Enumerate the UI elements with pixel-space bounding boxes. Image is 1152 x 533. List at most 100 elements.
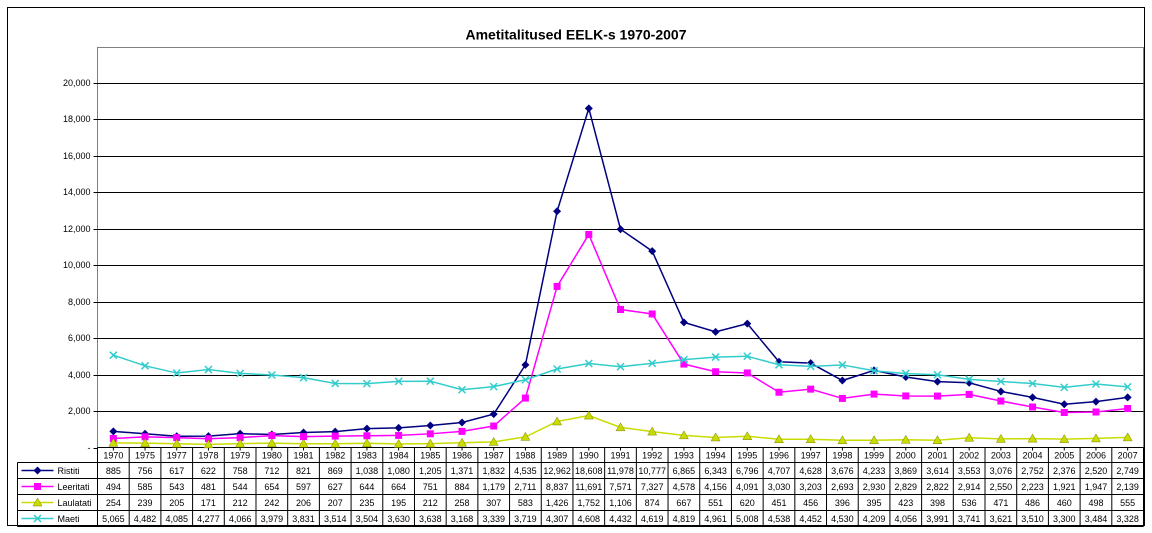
table-value: 6,796 xyxy=(736,466,759,476)
table-value: 456 xyxy=(803,498,818,508)
marker xyxy=(1060,383,1069,392)
table-value: 4,085 xyxy=(165,514,188,524)
x-tick-label: 1998 xyxy=(832,450,852,460)
table-value: 597 xyxy=(296,482,311,492)
marker xyxy=(1060,408,1068,416)
table-value: 884 xyxy=(454,482,469,492)
marker xyxy=(458,427,466,435)
marker xyxy=(171,438,182,448)
table-value: 451 xyxy=(771,498,786,508)
marker xyxy=(489,410,498,419)
chart-title: Ametitalitused EELK-s 1970-2007 xyxy=(466,27,687,43)
table-value: 486 xyxy=(1025,498,1040,508)
table-value: 3,484 xyxy=(1085,514,1108,524)
table-value: 4,277 xyxy=(197,514,220,524)
table-value: 4,233 xyxy=(863,466,886,476)
table-value: 18,608 xyxy=(575,466,603,476)
marker xyxy=(330,438,341,448)
table-value: 6,343 xyxy=(704,466,727,476)
x-tick-label: 1995 xyxy=(737,450,757,460)
marker xyxy=(204,435,212,443)
marker xyxy=(933,377,942,386)
table-value: 3,168 xyxy=(451,514,474,524)
marker xyxy=(997,397,1005,405)
marker xyxy=(521,375,530,384)
x-tick-label: 2000 xyxy=(896,450,916,460)
marker xyxy=(393,438,404,448)
x-tick-label: 1981 xyxy=(294,450,314,460)
marker xyxy=(266,438,277,447)
table-value: 644 xyxy=(359,482,374,492)
table-value: 3,553 xyxy=(958,466,981,476)
marker xyxy=(1059,434,1070,443)
marker xyxy=(1060,400,1069,409)
table-value: 2,914 xyxy=(958,482,981,492)
table-value: 758 xyxy=(233,466,248,476)
y-tick-label: 18,000 xyxy=(63,114,91,124)
table-value: 3,741 xyxy=(958,514,981,524)
marker xyxy=(141,361,150,370)
table-value: 7,327 xyxy=(641,482,664,492)
x-tick-label: 1996 xyxy=(769,450,789,460)
table-value: 3,510 xyxy=(1021,514,1044,524)
x-tick-label: 1980 xyxy=(262,450,282,460)
marker xyxy=(648,247,657,256)
table-value: 667 xyxy=(676,498,691,508)
table-value: 4,961 xyxy=(704,514,727,524)
table-value: 498 xyxy=(1088,498,1103,508)
marker xyxy=(1027,433,1038,443)
table-value: 543 xyxy=(169,482,184,492)
table-value: 2,550 xyxy=(990,482,1013,492)
table-value: 664 xyxy=(391,482,406,492)
marker xyxy=(140,438,150,447)
table-value: 1,205 xyxy=(419,466,442,476)
x-tick-label: 1985 xyxy=(420,450,440,460)
table-value: 12,962 xyxy=(543,466,571,476)
y-tick-label: 12,000 xyxy=(63,224,91,234)
table-value: 1,426 xyxy=(546,498,569,508)
marker xyxy=(394,377,403,386)
marker xyxy=(838,360,847,369)
table-value: 11,691 xyxy=(575,482,602,492)
table-value: 4,091 xyxy=(736,482,759,492)
table-value: 2,749 xyxy=(1116,466,1139,476)
marker xyxy=(520,431,531,441)
marker xyxy=(426,421,435,430)
marker xyxy=(108,437,119,447)
marker xyxy=(995,433,1006,443)
table-value: 555 xyxy=(1120,498,1135,508)
marker xyxy=(1122,432,1133,442)
table-value: 1,080 xyxy=(387,466,410,476)
marker xyxy=(583,410,594,420)
table-value: 1,038 xyxy=(356,466,379,476)
marker xyxy=(584,104,593,113)
marker xyxy=(933,392,941,400)
table-value: 460 xyxy=(1057,498,1072,508)
y-tick-label: 10,000 xyxy=(63,260,91,270)
x-tick-label: 2002 xyxy=(959,450,979,460)
table-value: 4,307 xyxy=(546,514,569,524)
table-value: 2,711 xyxy=(514,482,536,492)
marker xyxy=(331,432,339,440)
marker xyxy=(711,327,720,336)
marker xyxy=(711,353,720,362)
table-value: 2,822 xyxy=(926,482,949,492)
table-value: 206 xyxy=(296,498,311,508)
marker xyxy=(426,377,435,386)
marker xyxy=(1028,379,1037,388)
marker xyxy=(678,430,689,440)
marker xyxy=(488,436,499,446)
table-value: 2,139 xyxy=(1116,482,1139,492)
marker xyxy=(996,377,1005,386)
marker xyxy=(806,362,815,371)
table-value: 494 xyxy=(106,482,121,492)
table-value: 585 xyxy=(138,482,153,492)
table-value: 620 xyxy=(740,498,755,508)
marker xyxy=(648,359,657,368)
y-tick-label: 14,000 xyxy=(63,187,91,197)
table-value: 869 xyxy=(328,466,343,476)
marker xyxy=(426,430,434,438)
table-value: 3,621 xyxy=(990,514,1013,524)
table-value: 4,628 xyxy=(799,466,822,476)
